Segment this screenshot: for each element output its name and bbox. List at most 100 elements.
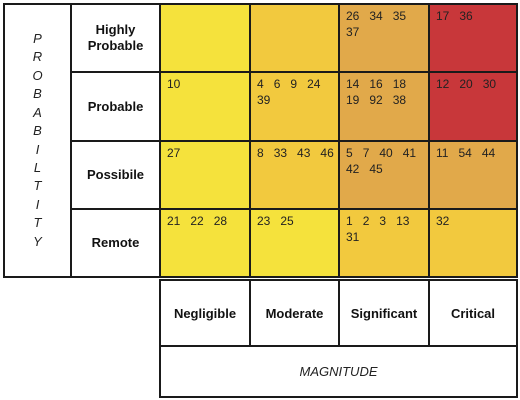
matrix-cell-r1-c4: 17 36 [428, 3, 518, 73]
probability-axis-letter: O [32, 67, 43, 83]
risk-item-number: 19 [346, 93, 360, 107]
row-label-possible: Possibile [70, 140, 161, 210]
cell-item-list: 21 22 28 [167, 214, 246, 229]
cell-item-list: 4 6 9 24 39 [257, 77, 335, 108]
risk-item-number: 27 [167, 146, 181, 160]
risk-item-number: 42 [346, 162, 360, 176]
cell-item-list: 8 33 43 46 [257, 146, 335, 161]
risk-item-number: 25 [280, 214, 294, 228]
risk-item-number: 45 [369, 162, 383, 176]
magnitude-axis-label: MAGNITUDE [159, 345, 518, 398]
risk-item-number: 40 [379, 146, 393, 160]
matrix-cell-r1-c1 [159, 3, 251, 73]
risk-item-number: 14 [346, 77, 360, 91]
risk-item-number: 21 [167, 214, 181, 228]
risk-item-number: 1 [346, 214, 353, 228]
column-label-text: Moderate [265, 305, 324, 321]
probability-axis-letter: A [33, 104, 42, 120]
cell-item-list: 11 54 44 [436, 146, 513, 161]
risk-item-number: 34 [369, 9, 383, 23]
row-label-probable: Probable [70, 71, 161, 142]
matrix-cell-r4-c2: 23 25 [249, 208, 340, 278]
probability-axis-letter: L [33, 159, 42, 175]
risk-item-number: 20 [459, 77, 473, 91]
risk-item-number: 16 [369, 77, 383, 91]
row-label-remote: Remote [70, 208, 161, 278]
probability-axis-letter: T [33, 215, 42, 231]
risk-item-number: 36 [459, 9, 473, 23]
probability-axis-letter: P [33, 31, 42, 47]
matrix-cell-r4-c1: 21 22 28 [159, 208, 251, 278]
risk-item-number: 18 [392, 77, 407, 91]
risk-item-number: 7 [362, 146, 370, 160]
column-label-moderate: Moderate [249, 279, 340, 347]
probability-axis-letter: R [32, 49, 43, 65]
probability-axis-letter: B [33, 123, 42, 139]
risk-item-number: 30 [482, 77, 497, 91]
matrix-cell-r2-c2: 4 6 9 24 39 [249, 71, 340, 142]
cell-item-list: 12 20 30 [436, 77, 513, 92]
risk-item-number: 5 [346, 146, 353, 160]
risk-item-number: 2 [362, 214, 370, 228]
magnitude-axis-text: MAGNITUDE [299, 364, 378, 379]
risk-item-number: 28 [213, 214, 228, 228]
cell-item-list: 1 2 3 13 31 [346, 214, 425, 245]
matrix-cell-r4-c4: 32 [428, 208, 518, 278]
matrix-cell-r3-c4: 11 54 44 [428, 140, 518, 210]
column-label-text: Critical [450, 305, 496, 321]
cell-item-list: 14 16 18 19 92 38 [346, 77, 425, 108]
probability-axis-letter: I [35, 141, 40, 157]
row-label-text: Highly Probable [87, 22, 144, 53]
risk-item-number: 9 [290, 77, 298, 91]
risk-item-number: 35 [392, 9, 407, 23]
matrix-cell-r4-c3: 1 2 3 13 31 [338, 208, 430, 278]
risk-item-number: 22 [190, 214, 204, 228]
column-label-critical: Critical [428, 279, 518, 347]
cell-item-list: 23 25 [257, 214, 335, 229]
cell-item-list: 32 [436, 214, 513, 229]
risk-item-number: 24 [307, 77, 321, 91]
row-label-text: Possibile [86, 167, 145, 182]
matrix-cell-r3-c1: 27 [159, 140, 251, 210]
risk-item-number: 32 [436, 214, 450, 228]
column-label-text: Negligible [173, 305, 237, 321]
probability-axis-letter: I [35, 196, 40, 212]
column-label-text: Significant [350, 305, 418, 321]
risk-item-number: 31 [346, 230, 360, 244]
risk-item-number: 44 [481, 146, 496, 160]
probability-axis-letter: Y [33, 233, 42, 249]
risk-item-number: 23 [257, 214, 271, 228]
cell-item-list: 10 [167, 77, 246, 92]
risk-item-number: 12 [436, 77, 450, 91]
risk-item-number: 33 [273, 146, 288, 160]
matrix-cell-r1-c3: 26 34 35 37 [338, 3, 430, 73]
matrix-cell-r2-c1: 10 [159, 71, 251, 142]
risk-item-number: 17 [436, 9, 450, 23]
risk-item-number: 46 [320, 146, 334, 160]
risk-item-number: 41 [402, 146, 417, 160]
probability-axis-letter: B [33, 86, 42, 102]
risk-item-number: 43 [297, 146, 311, 160]
risk-item-number: 11 [436, 146, 449, 160]
matrix-cell-r3-c2: 8 33 43 46 [249, 140, 340, 210]
matrix-cell-r2-c3: 14 16 18 19 92 38 [338, 71, 430, 142]
risk-item-number: 38 [392, 93, 407, 107]
risk-item-number: 26 [346, 9, 360, 23]
risk-item-number: 6 [273, 77, 281, 91]
cell-item-list: 5 7 40 41 42 45 [346, 146, 425, 177]
risk-item-number: 92 [369, 93, 383, 107]
row-label-text: Remote [91, 235, 140, 250]
cell-item-list: 17 36 [436, 9, 513, 24]
risk-item-number: 3 [379, 214, 387, 228]
column-label-negligible: Negligible [159, 279, 251, 347]
risk-item-number: 4 [257, 77, 264, 91]
row-label-text: Probable [87, 98, 144, 114]
cell-item-list: 27 [167, 146, 246, 161]
matrix-cell-r1-c2 [249, 3, 340, 73]
cell-item-list: 26 34 35 37 [346, 9, 425, 40]
risk-item-number: 39 [257, 93, 271, 107]
column-label-significant: Significant [338, 279, 430, 347]
matrix-cell-r2-c4: 12 20 30 [428, 71, 518, 142]
